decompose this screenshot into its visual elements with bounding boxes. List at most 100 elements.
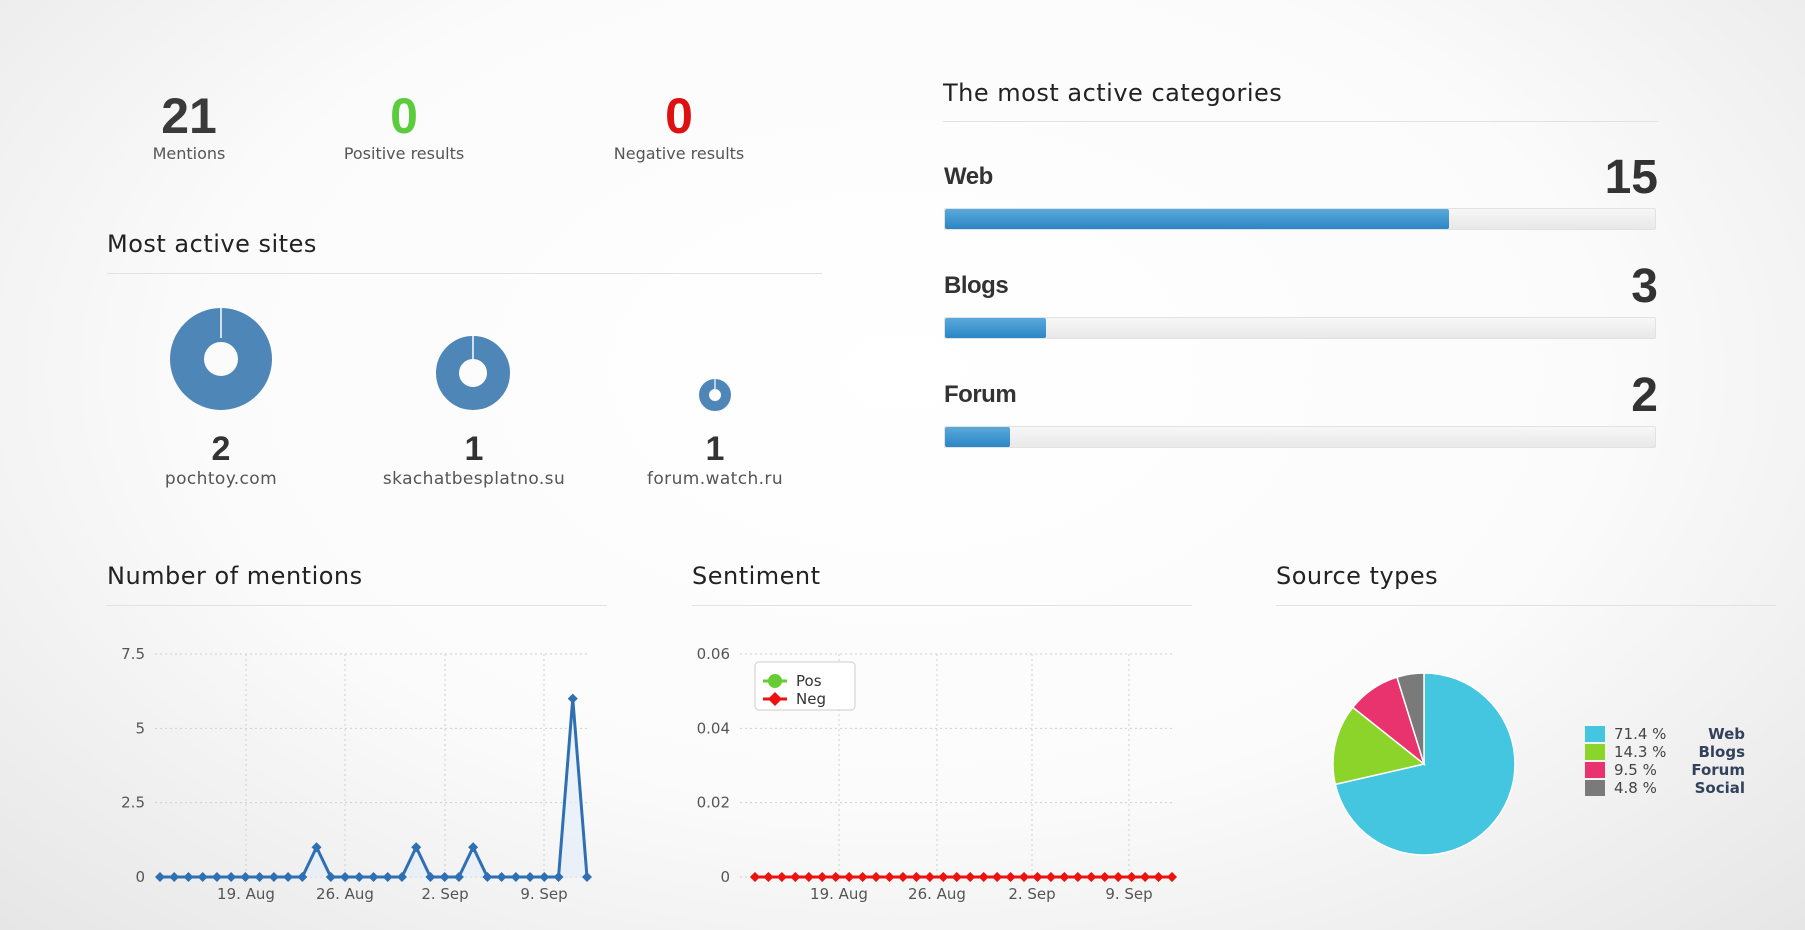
data-point — [539, 872, 550, 882]
data-point — [763, 872, 774, 882]
data-point — [411, 842, 422, 853]
site-name: pochtoy.com — [164, 469, 278, 489]
site-skachat[interactable]: 1 skachatbesplatno.su — [354, 430, 594, 489]
sentiment-line-chart[interactable]: 0 0.02 0.04 0.06 19. Aug 26. Aug 2. Sep 9. Sep P… — [685, 630, 1190, 910]
pie-slice — [1332, 706, 1426, 786]
legend-swatch — [1585, 744, 1605, 760]
divider — [943, 121, 1658, 122]
y-tick-label: 0.02 — [697, 794, 730, 812]
data-point — [197, 872, 208, 882]
stat-negative-label: Negative results — [613, 144, 745, 163]
data-point — [1153, 872, 1164, 882]
data-point — [468, 842, 479, 853]
site-donut-skachat[interactable] — [436, 336, 510, 410]
pie-slice — [1396, 672, 1425, 765]
data-point — [844, 872, 855, 882]
stat-positive-label: Positive results — [343, 144, 465, 163]
data-point — [169, 872, 180, 882]
legend-name: Social — [1695, 779, 1745, 797]
category-web-bar-fill — [945, 209, 1450, 229]
data-point — [1059, 872, 1070, 882]
data-point — [439, 872, 450, 882]
legend-label: Pos — [796, 672, 822, 690]
y-tick-label: 0.06 — [697, 645, 730, 663]
data-point — [965, 872, 976, 882]
divider — [107, 605, 607, 606]
data-point — [155, 872, 165, 882]
data-point — [1167, 872, 1177, 882]
stat-mentions-value: 21 — [161, 88, 217, 144]
data-point — [567, 693, 578, 704]
x-tick-label: 26. Aug — [908, 885, 966, 903]
site-pochtoy[interactable]: 2 pochtoy.com — [101, 430, 341, 489]
stat-positive: 0 Positive results — [294, 88, 514, 163]
section-title-categories: The most active categories — [943, 79, 1283, 107]
data-point — [776, 872, 787, 882]
mentions-line-chart[interactable]: 0 2.5 5 7.5 19. Aug 26. Aug 2. Sep 9. Sep — [100, 630, 605, 910]
stat-mentions-label: Mentions — [152, 144, 226, 163]
y-tick-label: 0 — [135, 868, 145, 886]
stat-negative: 0 Negative results — [569, 88, 789, 163]
data-point — [226, 872, 237, 882]
section-title-active-sites: Most active sites — [107, 230, 317, 258]
data-point — [1086, 872, 1097, 882]
site-donut-forum-watch[interactable] — [699, 379, 731, 411]
data-point — [525, 872, 536, 882]
stat-mentions: 21 Mentions — [79, 88, 299, 163]
category-blogs-bar-fill — [945, 318, 1046, 338]
data-point — [297, 872, 308, 882]
x-tick-label: 2. Sep — [421, 885, 468, 903]
x-tick-label: 9. Sep — [1105, 885, 1152, 903]
y-tick-label: 0.04 — [697, 719, 730, 737]
legend-symbol — [768, 674, 782, 688]
legend-percent: 4.8 % — [1614, 779, 1657, 797]
data-point — [1032, 872, 1043, 882]
site-donut-pochtoy[interactable] — [170, 308, 272, 410]
x-tick-label: 9. Sep — [520, 885, 567, 903]
data-point — [425, 872, 436, 882]
data-point — [817, 872, 828, 882]
data-point — [1045, 872, 1056, 882]
data-point — [1099, 872, 1110, 882]
divider — [692, 605, 1192, 606]
data-point — [582, 872, 592, 882]
data-point — [884, 872, 895, 882]
data-point — [354, 872, 365, 882]
series-line — [160, 698, 589, 879]
site-name: skachatbesplatno.su — [382, 469, 566, 489]
data-point — [340, 872, 351, 882]
data-point — [924, 872, 935, 882]
x-tick-label: 19. Aug — [810, 885, 868, 903]
y-tick-label: 7.5 — [121, 645, 145, 663]
legend-swatch — [1585, 726, 1605, 742]
data-point — [1019, 872, 1030, 882]
legend-name: Web — [1708, 725, 1745, 743]
data-point — [311, 842, 322, 853]
data-point — [496, 872, 507, 882]
data-point — [978, 872, 989, 882]
section-title-mentions: Number of mentions — [107, 562, 363, 590]
category-web-count: 15 — [1604, 151, 1658, 204]
legend-percent: 71.4 % — [1614, 725, 1666, 743]
divider — [1276, 605, 1776, 606]
site-forum-watch[interactable]: 1 forum.watch.ru — [595, 430, 835, 489]
category-web-bar — [944, 208, 1656, 230]
data-point — [871, 872, 882, 882]
data-point — [951, 872, 962, 882]
data-point — [553, 872, 564, 882]
data-point — [1005, 872, 1016, 882]
stat-positive-value: 0 — [390, 88, 418, 144]
legend-label: Neg — [796, 690, 826, 708]
site-name: forum.watch.ru — [647, 469, 783, 489]
data-point — [183, 872, 194, 882]
source-types-pie-chart[interactable]: 71.4 % Web 14.3 % Blogs 9.5 % Forum 4.8 % Socia… — [1310, 640, 1790, 870]
divider — [107, 273, 822, 274]
data-point — [482, 872, 493, 882]
data-point — [254, 872, 265, 882]
data-point — [1140, 872, 1151, 882]
x-tick-label: 2. Sep — [1008, 885, 1055, 903]
category-blogs-bar — [944, 317, 1656, 339]
x-tick-label: 19. Aug — [217, 885, 275, 903]
series-area — [160, 698, 587, 877]
